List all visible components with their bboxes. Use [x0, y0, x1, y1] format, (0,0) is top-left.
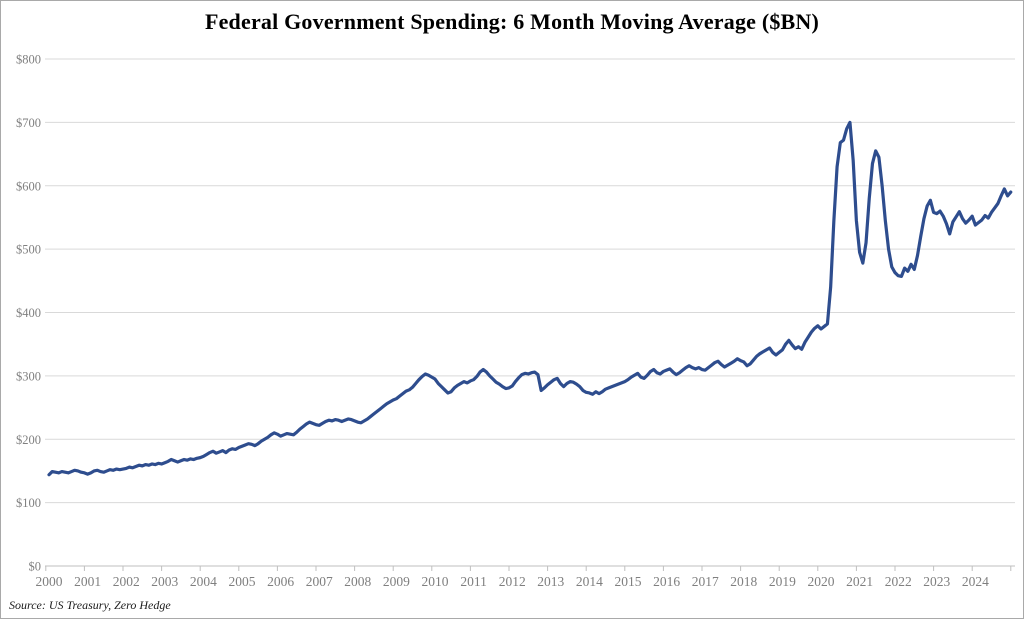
- x-tick-label: 2013: [537, 574, 564, 589]
- x-tick-label: 2012: [499, 574, 526, 589]
- x-tick-label: 2019: [769, 574, 796, 589]
- source-note: Source: US Treasury, Zero Hedge: [9, 598, 171, 612]
- chart-title: Federal Government Spending: 6 Month Mov…: [204, 9, 820, 34]
- y-tick-label: $800: [16, 53, 41, 67]
- x-tick-label: 2020: [808, 574, 835, 589]
- x-tick-label: 2011: [460, 574, 487, 589]
- y-tick-label: $300: [16, 369, 41, 383]
- x-tick-label: 2007: [306, 574, 333, 589]
- x-tick-label: 2015: [615, 574, 642, 589]
- x-tick-label: 2002: [113, 574, 140, 589]
- x-tick-label: 2005: [229, 574, 256, 589]
- x-tick-label: 2004: [190, 574, 217, 589]
- spending-line: [47, 120, 1013, 477]
- x-tick-label: 2022: [885, 574, 912, 589]
- y-tick-label: $500: [16, 243, 41, 257]
- x-tick-label: 2009: [383, 574, 410, 589]
- y-tick-label: $200: [16, 433, 41, 447]
- y-tick-label: $400: [16, 306, 41, 320]
- y-tick-label: $100: [16, 496, 41, 510]
- x-tick-label: 2023: [923, 574, 950, 589]
- x-tick-label: 2001: [74, 574, 101, 589]
- y-tick-label: $700: [16, 116, 41, 130]
- x-tick-label: 2017: [692, 574, 719, 589]
- x-tick-label: 2021: [846, 574, 873, 589]
- x-tick-label: 2018: [730, 574, 757, 589]
- x-tick-label: 2016: [653, 574, 680, 589]
- y-tick-label: $600: [16, 179, 41, 193]
- x-tick-label: 2024: [962, 574, 989, 589]
- x-tick-label: 2000: [36, 574, 63, 589]
- x-tick-label: 2014: [576, 574, 603, 589]
- x-tick-label: 2010: [422, 574, 449, 589]
- x-tick-label: 2003: [151, 574, 178, 589]
- y-tick-label: $0: [29, 560, 42, 574]
- x-tick-label: 2008: [344, 574, 371, 589]
- x-tick-label: 2006: [267, 574, 294, 589]
